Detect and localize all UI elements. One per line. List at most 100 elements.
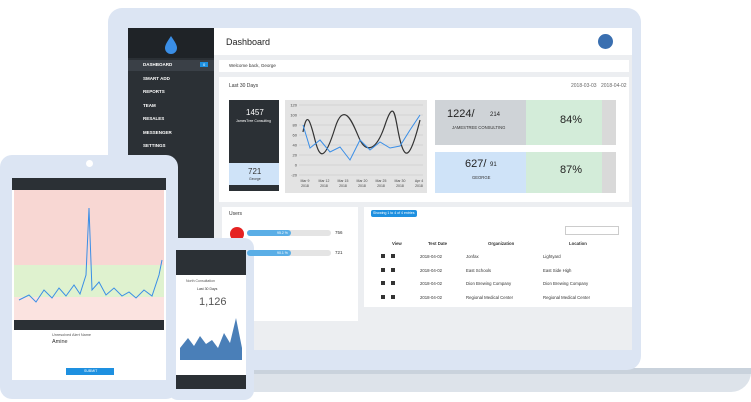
- x-tick-year: 2018: [301, 184, 309, 188]
- start-date: 2018-03-03: [571, 83, 597, 89]
- tablet-header: [12, 178, 166, 190]
- form-label: Unresolved Alert Name: [52, 333, 92, 337]
- header: [214, 28, 632, 55]
- progress-fill: [247, 230, 291, 236]
- menu-item: SETTINGS: [143, 143, 166, 148]
- percent-box: [526, 100, 602, 145]
- box-tail: [602, 100, 616, 145]
- percent: 87%: [560, 164, 583, 176]
- y-tick-label: 40: [293, 143, 298, 148]
- row-actions[interactable]: [381, 281, 395, 285]
- table-cell: East Side High: [543, 267, 572, 273]
- table-cell: 2018-04-02: [420, 254, 442, 259]
- phone-nav: [176, 375, 246, 389]
- column-header: Test Date: [428, 241, 448, 246]
- ratio-box: [435, 152, 526, 193]
- logo: [165, 36, 177, 54]
- x-tick-year: 2018: [358, 184, 366, 188]
- x-tick-year: 2018: [377, 184, 385, 188]
- ratio-count: 627/: [465, 158, 487, 170]
- y-tick-label: -20: [291, 173, 298, 178]
- phone-chart: [180, 308, 242, 360]
- menu-item: MESSENGER: [143, 129, 172, 135]
- user-count: 721: [335, 250, 343, 255]
- phone-value: 1,126: [199, 296, 227, 308]
- welcome-text: Welcome back, George: [229, 63, 276, 68]
- column-header: Location: [569, 241, 587, 246]
- laptop-base: [92, 372, 751, 392]
- badge: 0: [200, 62, 209, 67]
- series-line: [302, 110, 421, 155]
- ratio-count: 1224/: [447, 108, 475, 120]
- ratio-total: 214: [490, 112, 501, 118]
- progress-label: 90.1 %: [277, 251, 288, 255]
- table-cell: Dion Brewing Company: [466, 281, 512, 286]
- phone-header: [176, 250, 246, 275]
- menu-item: SMART ADD: [143, 75, 170, 81]
- user-count: 756: [335, 230, 343, 235]
- page-title: Dashboard: [226, 37, 271, 47]
- welcome-bar: [219, 60, 629, 72]
- table-cell: Lightyard: [543, 254, 561, 259]
- progress-label: 95.2 %: [277, 231, 288, 235]
- table-info: Showing 1 to 4 of 4 entries: [373, 211, 415, 215]
- logo-area: [128, 28, 214, 58]
- summary-value: 721: [248, 167, 262, 176]
- summary-value: 1457: [246, 108, 264, 117]
- x-tick-day: Mar 15: [338, 179, 349, 183]
- table-cell: Regional Medical Center: [543, 294, 591, 300]
- laptop-hinge: [92, 368, 751, 374]
- row-actions[interactable]: [381, 294, 395, 299]
- avatar[interactable]: [598, 34, 613, 49]
- date-filter: Last 30 Days: [229, 83, 259, 89]
- menu-item: REPORTS: [143, 89, 165, 94]
- x-tick-day: Mar 25: [376, 179, 387, 183]
- panel-title: Users: [229, 211, 243, 217]
- table-cell: East Schools: [466, 267, 492, 273]
- x-tick-day: Apr 4: [415, 179, 423, 183]
- row-actions[interactable]: [381, 267, 395, 272]
- x-tick-year: 2018: [415, 184, 423, 188]
- user-dot: [230, 227, 244, 241]
- search-input[interactable]: [565, 226, 619, 235]
- x-tick-year: 2018: [320, 184, 328, 188]
- y-tick-label: 120: [290, 103, 297, 108]
- x-tick-day: Mar 20: [357, 179, 368, 183]
- submit-label: SUBMIT: [84, 369, 98, 373]
- row-actions[interactable]: [381, 254, 395, 258]
- summary-label: George: [249, 177, 261, 181]
- end-date: 2018-04-02: [601, 83, 627, 89]
- table-cell: 2018-04-02: [420, 294, 442, 300]
- x-tick-year: 2018: [396, 184, 404, 188]
- menu-item: DASHBOARD: [143, 62, 173, 67]
- tablet-camera: [86, 160, 93, 167]
- y-tick-label: 60: [293, 133, 298, 138]
- table-panel: [364, 207, 632, 307]
- x-tick-day: Mar 30: [395, 179, 406, 183]
- tablet-chart: [14, 190, 164, 330]
- ratio-label: JAMESTREE CONSULTING: [452, 125, 506, 130]
- table-cell: Regional Medical Center: [466, 294, 514, 300]
- table-cell: 2018-04-02: [420, 267, 442, 273]
- menu-item: TEAM: [143, 102, 156, 108]
- ratio-label: GEORGE: [472, 175, 491, 180]
- tablet-chart-svg: [14, 190, 164, 330]
- submit-button[interactable]: [66, 368, 114, 375]
- phone-chart-svg: [180, 318, 242, 360]
- box-tail: [602, 152, 616, 193]
- active-item[interactable]: [128, 60, 214, 71]
- y-tick-label: 100: [290, 113, 297, 118]
- y-tick-label: 80: [293, 123, 298, 128]
- form-value: Amine: [52, 339, 68, 345]
- line-chart-area: 2018 Apr 4 2018 Mar 30 2018 Mar 25 2018 Mar 20 2…: [285, 100, 427, 193]
- phone-title: North Consultation: [186, 279, 215, 283]
- percent-box: [526, 152, 602, 193]
- progress-fill: [247, 250, 291, 256]
- x-tick-day: Mar 12: [319, 179, 330, 183]
- series-line: [302, 114, 421, 161]
- y-tick-label: 0: [295, 163, 298, 168]
- phone-filter: Last 30 Days: [197, 287, 218, 291]
- summary-bottom: [229, 163, 279, 185]
